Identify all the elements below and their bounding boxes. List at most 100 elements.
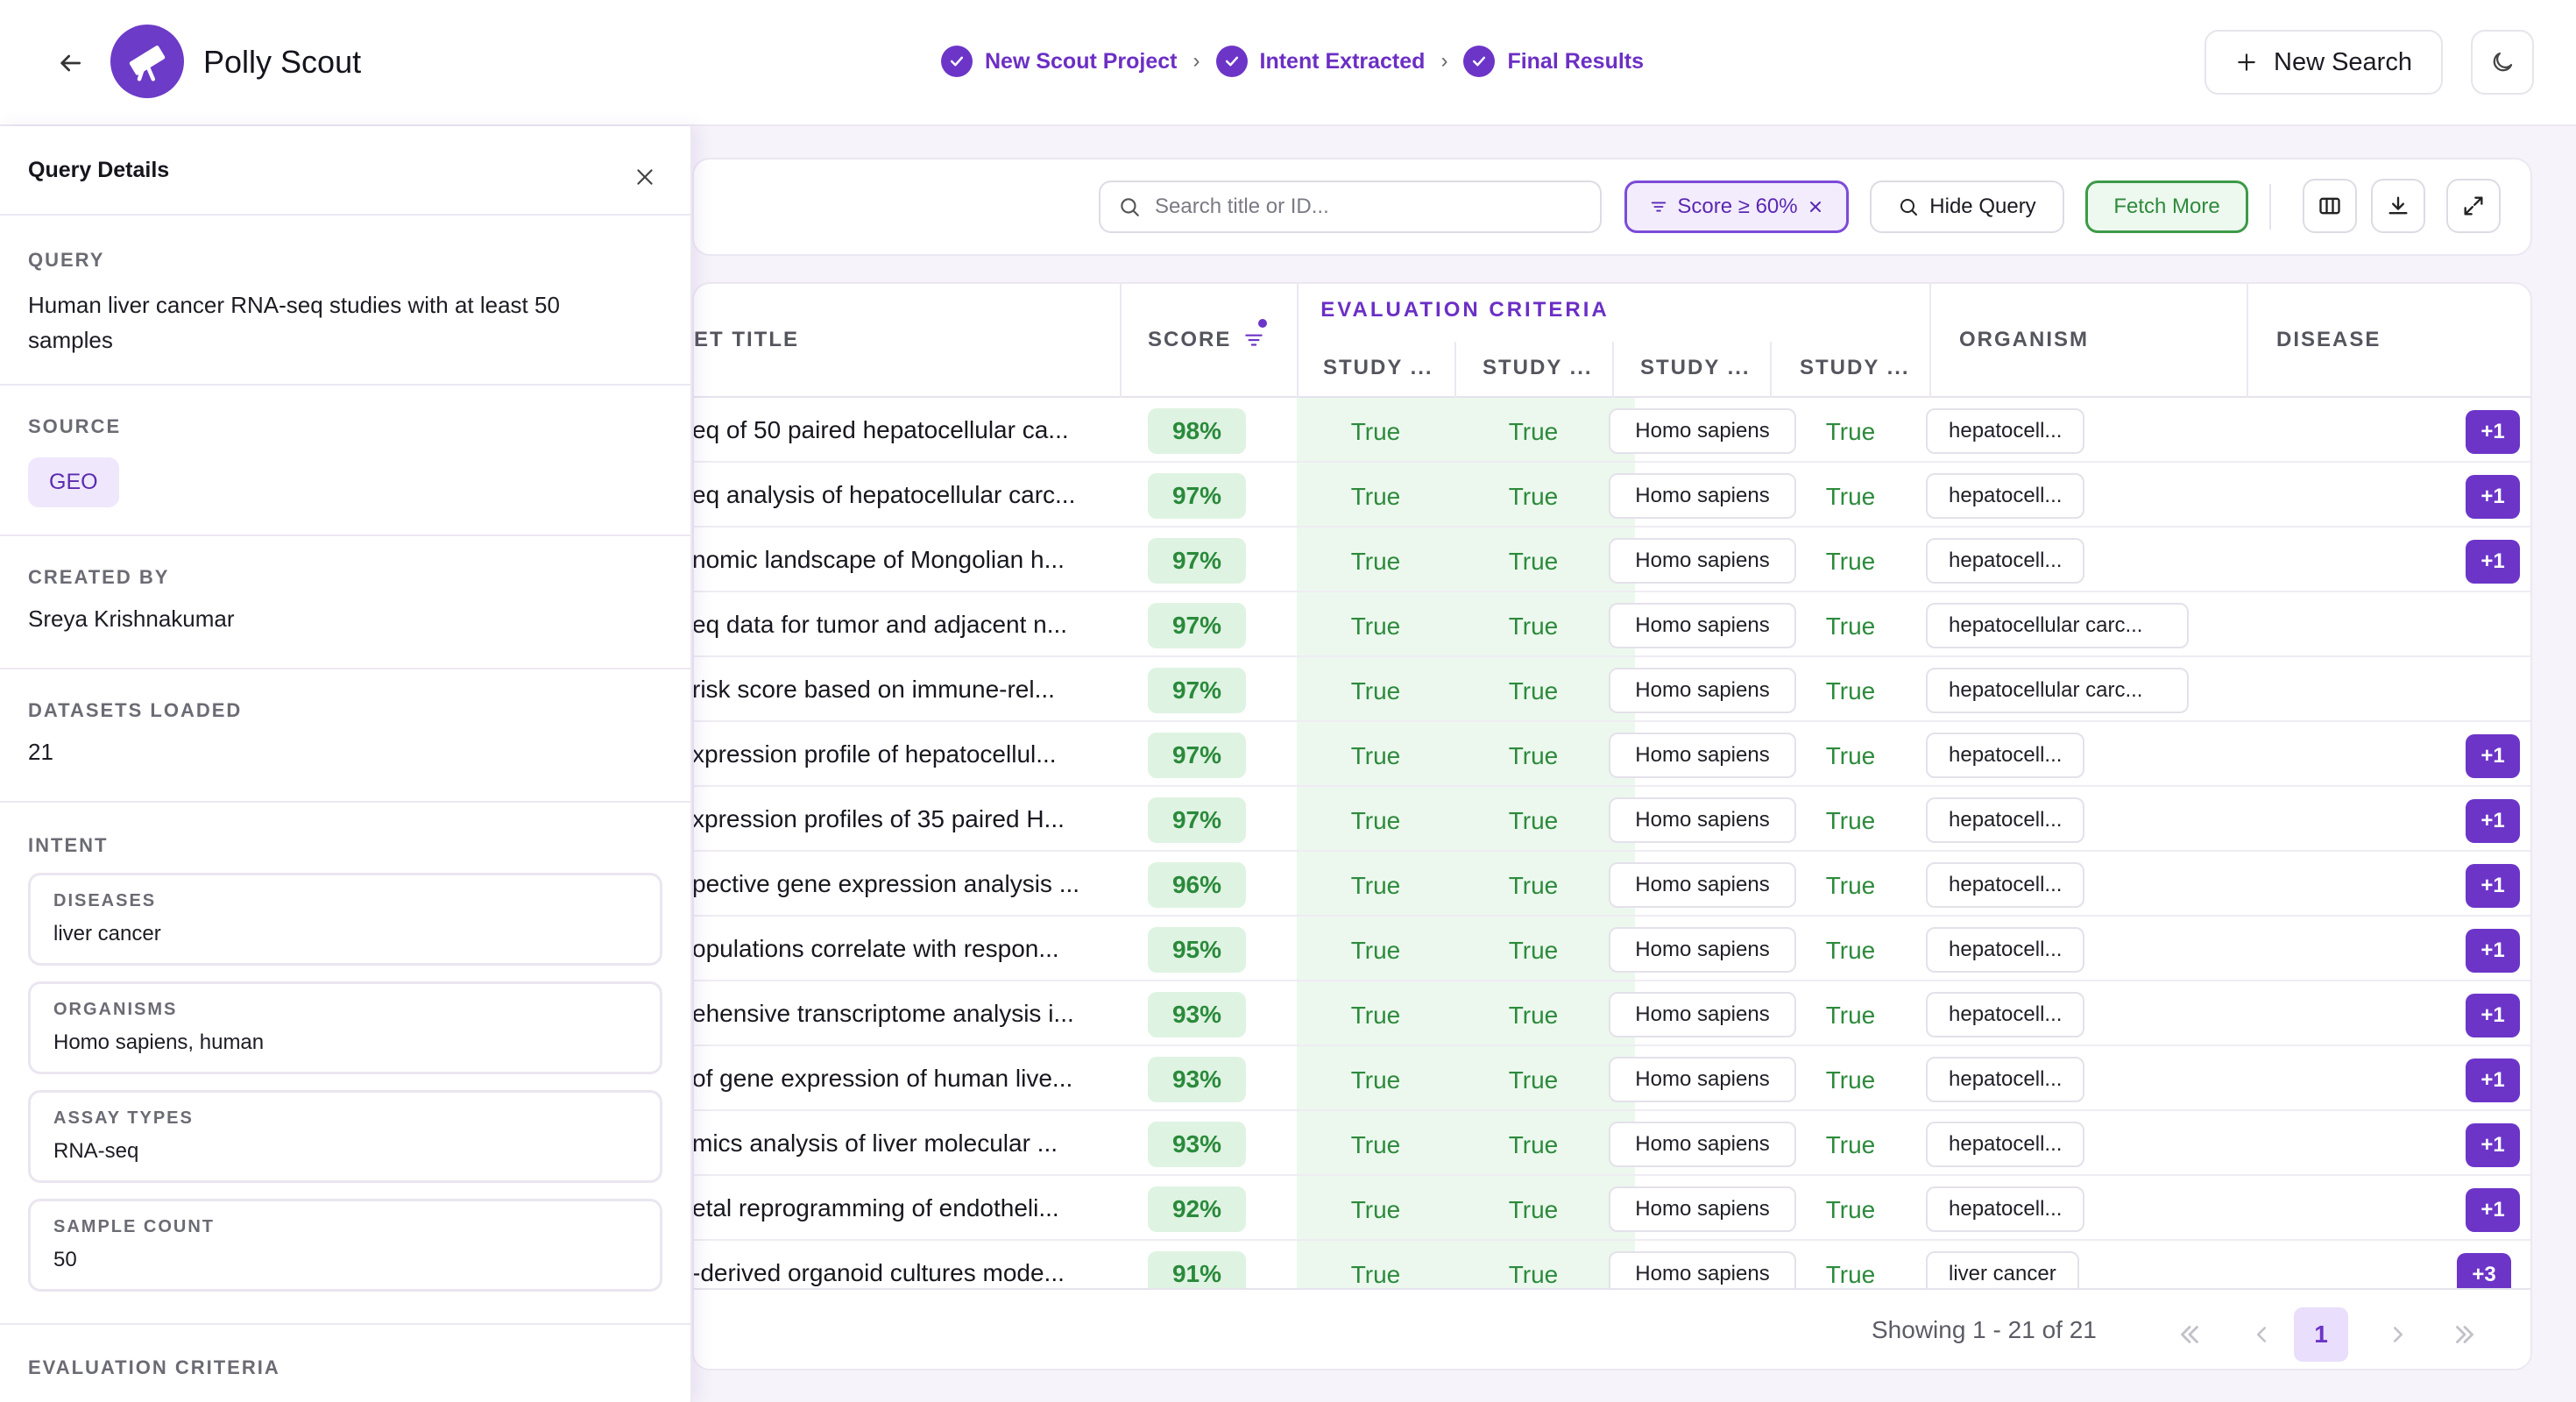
score-badge: 92% (1148, 1186, 1246, 1232)
last-page-icon[interactable] (2438, 1307, 2492, 1362)
dataset-title[interactable]: xpression profile of hepatocellul... (694, 740, 1057, 768)
column-header-study-3[interactable]: STUDY ... (1640, 356, 1751, 379)
more-diseases-badge[interactable]: +3 (2457, 1253, 2511, 1288)
table-row[interactable]: eq analysis of hepatocellular carc... 97%… (694, 463, 2530, 528)
evaluation-criteria-header: EVALUATION CRITERIA (1320, 298, 1610, 322)
score-filter-label: Score ≥ 60% (1677, 195, 1798, 218)
table-row[interactable]: ehensive transcriptome analysis i... 93% T… (694, 981, 2530, 1046)
more-diseases-badge[interactable]: +1 (2466, 540, 2520, 584)
new-search-button[interactable]: New Search (2204, 30, 2443, 95)
close-icon[interactable] (626, 158, 664, 196)
column-header-disease[interactable]: DISEASE (2276, 328, 2381, 351)
dataset-title[interactable]: pective gene expression analysis ... (694, 870, 1080, 897)
column-divider (2247, 284, 2248, 398)
more-diseases-badge[interactable]: +1 (2466, 1188, 2520, 1232)
column-header-study-2[interactable]: STUDY ... (1483, 356, 1593, 379)
disease-chip: hepatocell... (1926, 473, 2085, 519)
results-table: ET TITLE SCORE EVALUATION CRITERIA STUDY… (692, 282, 2532, 1370)
page-number-button[interactable]: 1 (2294, 1307, 2348, 1362)
table-row[interactable]: eq of 50 paired hepatocellular ca... 98% T… (694, 398, 2530, 463)
step-intent-extracted[interactable]: Intent Extracted (1215, 46, 1426, 77)
step-label: Intent Extracted (1259, 48, 1426, 74)
table-row[interactable]: nomic landscape of Mongolian h... 97% True… (694, 528, 2530, 592)
criteria-value: True (1508, 418, 1559, 445)
first-page-icon[interactable] (2162, 1307, 2217, 1362)
query-section: QUERY Human liver cancer RNA-seq studies… (0, 216, 690, 386)
more-diseases-badge[interactable]: +1 (2466, 410, 2520, 454)
sort-filter-icon[interactable] (1242, 319, 1267, 355)
column-header-score[interactable]: SCORE (1148, 328, 1232, 351)
criteria-value: True (1825, 677, 1876, 705)
results-toolbar (692, 158, 2532, 256)
column-divider (1120, 284, 1122, 398)
more-diseases-badge[interactable]: +1 (2466, 799, 2520, 843)
expand-icon (2464, 196, 2483, 216)
intent-card-value: 50 (53, 1248, 77, 1271)
column-header-study-4[interactable]: STUDY ... (1800, 356, 1910, 379)
disease-chip: hepatocell... (1926, 538, 2085, 584)
dataset-title[interactable]: xpression profiles of 35 paired H... (694, 805, 1065, 832)
search-icon (1900, 199, 1918, 216)
intent-card-value: Homo sapiens, human (53, 1030, 265, 1054)
dataset-title[interactable]: eq analysis of hepatocellular carc... (694, 481, 1076, 508)
dataset-title[interactable]: mics analysis of liver molecular ... (694, 1129, 1058, 1157)
expand-button[interactable] (2446, 179, 2501, 233)
created-by-section: CREATED BY Sreya Krishnakumar (0, 536, 690, 669)
table-row[interactable]: mics analysis of liver molecular ... 93% T… (694, 1111, 2530, 1176)
dataset-title[interactable]: of gene expression of human live... (694, 1065, 1073, 1092)
next-page-icon[interactable] (2371, 1307, 2425, 1362)
table-row[interactable]: of gene expression of human live... 93% Tr… (694, 1046, 2530, 1111)
dataset-title[interactable]: risk score based on immune-rel... (694, 676, 1055, 703)
search-input[interactable] (1155, 195, 1575, 219)
score-badge: 98% (1148, 408, 1246, 454)
back-arrow-icon[interactable] (47, 40, 93, 86)
more-diseases-badge[interactable]: +1 (2466, 994, 2520, 1037)
hide-query-button[interactable]: Hide Query (1870, 181, 2064, 233)
score-badge: 97% (1148, 668, 1246, 713)
check-icon (941, 46, 973, 77)
table-row[interactable]: opulations correlate with respon... 95% Tr… (694, 917, 2530, 981)
table-row[interactable]: -derived organoid cultures mode... 91% Tru… (694, 1241, 2530, 1288)
table-row[interactable]: risk score based on immune-rel... 97% True… (694, 657, 2530, 722)
columns-button[interactable] (2303, 179, 2357, 233)
column-header-title[interactable]: ET TITLE (694, 328, 799, 351)
organism-chip: Homo sapiens (1609, 733, 1796, 778)
step-new-scout-project[interactable]: New Scout Project (941, 46, 1178, 77)
table-row[interactable]: xpression profile of hepatocellul... 97% T… (694, 722, 2530, 787)
column-header-organism[interactable]: ORGANISM (1959, 328, 2089, 351)
download-button[interactable] (2371, 179, 2425, 233)
criteria-value: True (1825, 1131, 1876, 1158)
dataset-title[interactable]: -derived organoid cultures mode... (694, 1259, 1065, 1286)
step-final-results[interactable]: Final Results (1463, 46, 1644, 77)
more-diseases-badge[interactable]: +1 (2466, 929, 2520, 973)
more-diseases-badge[interactable]: +1 (2466, 475, 2520, 519)
dataset-title[interactable]: opulations correlate with respon... (694, 935, 1059, 962)
column-header-study-1[interactable]: STUDY ... (1323, 356, 1433, 379)
table-row[interactable]: pective gene expression analysis ... 96% T… (694, 852, 2530, 917)
table-row[interactable]: xpression profiles of 35 paired H... 97% T… (694, 787, 2530, 852)
intent-label: INTENT (28, 834, 109, 856)
dataset-title[interactable]: eq of 50 paired hepatocellular ca... (694, 416, 1069, 443)
dataset-title[interactable]: eq data for tumor and adjacent n... (694, 611, 1068, 638)
score-badge: 96% (1148, 862, 1246, 908)
more-diseases-badge[interactable]: +1 (2466, 864, 2520, 908)
table-row[interactable]: etal reprogramming of endotheli... 92% Tru… (694, 1176, 2530, 1241)
prev-page-icon[interactable] (2234, 1307, 2289, 1362)
score-badge: 97% (1148, 733, 1246, 778)
score-filter-chip[interactable]: Score ≥ 60% (1624, 181, 1849, 233)
dataset-title[interactable]: nomic landscape of Mongolian h... (694, 546, 1065, 573)
more-diseases-badge[interactable]: +1 (2466, 1123, 2520, 1167)
columns-icon (2319, 197, 2340, 215)
fetch-more-button[interactable]: Fetch More (2085, 181, 2248, 233)
created-by-value: Sreya Krishnakumar (28, 605, 235, 632)
criteria-value: True (1825, 937, 1876, 964)
check-icon (1463, 46, 1496, 77)
table-row[interactable]: eq data for tumor and adjacent n... 97% Tr… (694, 592, 2530, 657)
search-input-box[interactable] (1099, 181, 1602, 233)
dataset-title[interactable]: ehensive transcriptome analysis i... (694, 1000, 1074, 1027)
dataset-title[interactable]: etal reprogramming of endotheli... (694, 1194, 1059, 1221)
theme-toggle-button[interactable] (2471, 30, 2534, 95)
more-diseases-badge[interactable]: +1 (2466, 1059, 2520, 1102)
more-diseases-badge[interactable]: +1 (2466, 734, 2520, 778)
disease-chip: hepatocellular carc... (1926, 603, 2189, 648)
